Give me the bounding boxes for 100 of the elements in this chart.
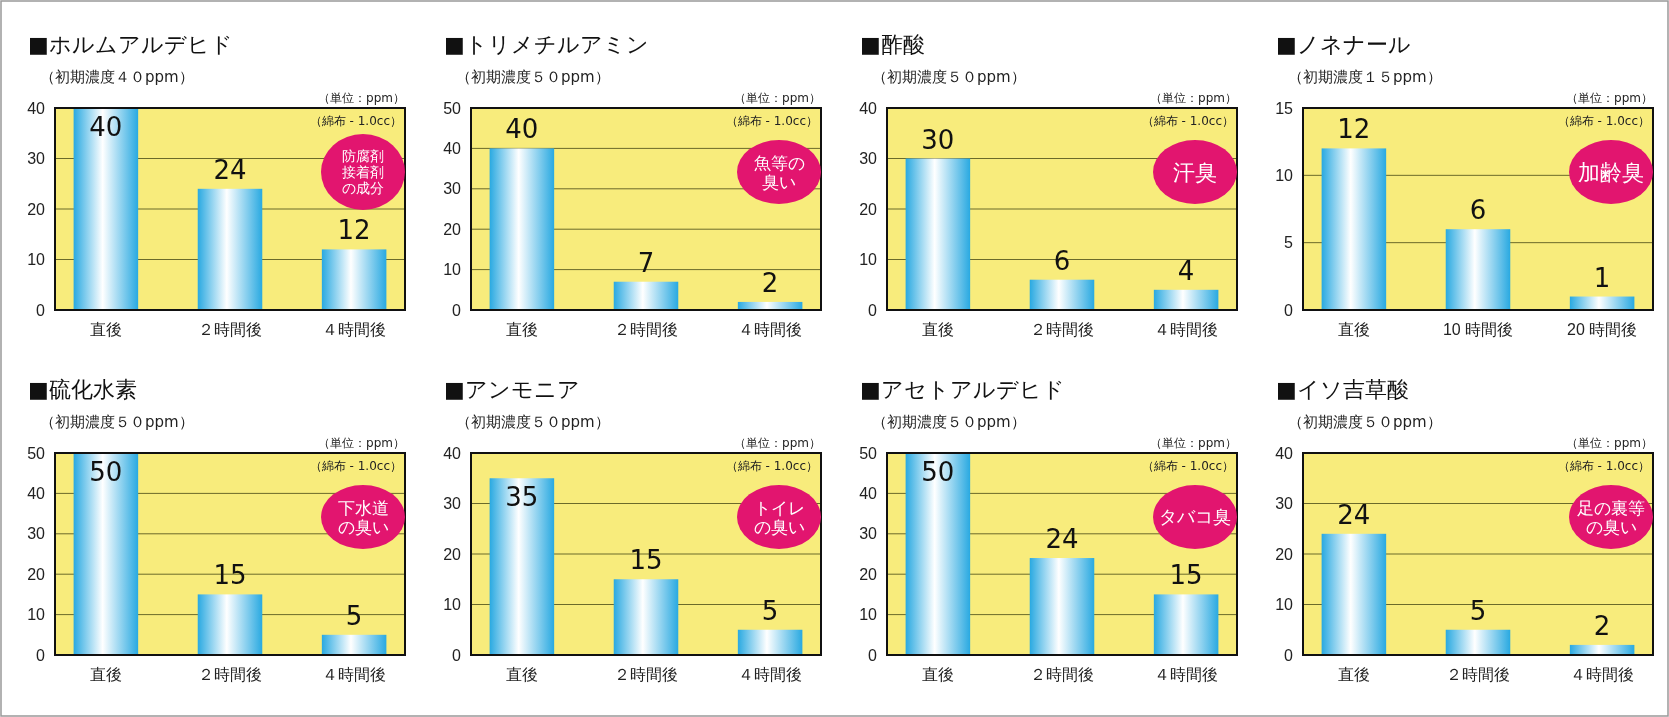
x-tick-label: 直後 <box>505 666 538 684</box>
x-tick-label: 20 時間後 <box>1566 321 1638 339</box>
x-tick-label: ４時間後 <box>322 666 387 684</box>
bar <box>905 453 971 655</box>
y-tick-label: 10 <box>1275 166 1294 184</box>
annotation: （綿布 - 1.0cc） <box>725 459 818 473</box>
y-tick-label: 20 <box>443 220 462 238</box>
data-label: 50 <box>921 457 955 487</box>
x-tick-label: ４時間後 <box>1154 321 1219 339</box>
y-tick-label: 15 <box>1275 99 1294 117</box>
y-tick-label: 30 <box>443 180 462 198</box>
y-tick-label: 10 <box>443 596 462 614</box>
x-tick-label: 直後 <box>1337 321 1370 339</box>
y-tick-label: 5 <box>1284 234 1294 252</box>
data-label: 40 <box>505 114 539 145</box>
annotation: 下水道の臭い <box>337 497 389 537</box>
data-label: 24 <box>213 154 247 185</box>
x-tick-label: ２時間後 <box>198 666 262 684</box>
y-tick-label: 0 <box>1284 646 1294 664</box>
bar <box>321 634 387 655</box>
annotation: 魚等の臭い <box>753 152 805 192</box>
x-tick-label: ４時間後 <box>738 321 803 339</box>
y-tick-label: 30 <box>27 525 46 543</box>
y-tick-label: 20 <box>1275 545 1294 563</box>
chart-subtitle: （初期濃度５０ppm） <box>872 413 1026 431</box>
annotation: （綿布 - 1.0cc） <box>725 114 818 128</box>
data-label: 12 <box>337 215 371 246</box>
y-tick-label: 10 <box>859 606 878 624</box>
y-tick-label: 50 <box>443 99 462 117</box>
annotation: 防腐剤接着剤の成分 <box>342 148 384 197</box>
x-tick-label: 直後 <box>89 666 122 684</box>
x-tick-label: ４時間後 <box>1570 666 1635 684</box>
text: （単位：ppm） <box>734 91 821 105</box>
data-label: 1 <box>1593 262 1611 293</box>
y-tick-label: 30 <box>859 150 878 168</box>
data-label: 15 <box>213 560 247 591</box>
chart-title: ■イソ吉草酸 <box>1276 377 1409 402</box>
chart-subtitle: （初期濃度１５ppm） <box>1288 68 1442 86</box>
y-tick-label: 20 <box>859 565 878 583</box>
y-tick-label: 50 <box>859 444 878 462</box>
x-tick-label: 直後 <box>921 321 954 339</box>
bar <box>73 453 139 655</box>
chart-title: ■トリメチルアミン <box>444 32 649 57</box>
bar <box>1153 289 1219 310</box>
y-tick-label: 30 <box>443 495 462 513</box>
y-tick-label: 30 <box>1275 495 1294 513</box>
annotation: （綿布 - 1.0cc） <box>1141 114 1234 128</box>
x-tick-label: 直後 <box>1337 666 1370 684</box>
data-label: 15 <box>1169 560 1203 591</box>
annotation: （綿布 - 1.0cc） <box>1141 459 1234 473</box>
x-tick-label: ４時間後 <box>322 321 387 339</box>
bar <box>613 281 679 310</box>
chart-title: ■ノネナール <box>1276 32 1411 57</box>
y-tick-label: 0 <box>868 646 878 664</box>
x-tick-label: ２時間後 <box>614 321 678 339</box>
chart-title: ■ホルムアルデヒド <box>28 32 233 57</box>
bar <box>489 478 555 655</box>
y-tick-label: 10 <box>443 261 462 279</box>
x-tick-label: ４時間後 <box>738 666 803 684</box>
x-tick-label: 10 時間後 <box>1442 321 1514 339</box>
data-label: 35 <box>505 482 539 513</box>
chart-subtitle: （初期濃度５０ppm） <box>1288 413 1442 431</box>
text: （単位：ppm） <box>1150 91 1237 105</box>
data-label: 12 <box>1337 114 1371 145</box>
bar <box>1029 279 1095 310</box>
bar <box>197 188 263 310</box>
chart-subtitle: （初期濃度５０ppm） <box>456 413 610 431</box>
text: （単位：ppm） <box>1150 436 1237 450</box>
y-tick-label: 20 <box>27 565 46 583</box>
bar <box>489 148 555 310</box>
bar <box>1029 558 1095 655</box>
y-tick-label: 20 <box>27 200 46 218</box>
y-tick-label: 0 <box>452 646 462 664</box>
bar <box>905 158 971 310</box>
y-tick-label: 0 <box>36 301 46 319</box>
data-label: 6 <box>1469 195 1487 226</box>
y-tick-label: 10 <box>1275 596 1294 614</box>
annotation: （綿布 - 1.0cc） <box>309 459 402 473</box>
annotation: （綿布 - 1.0cc） <box>309 114 402 128</box>
bar <box>1153 594 1219 655</box>
bar <box>1445 629 1511 655</box>
chart-title: ■アセトアルデヒド <box>860 377 1065 402</box>
y-tick-label: 0 <box>1284 301 1294 319</box>
chart-subtitle: （初期濃度５０ppm） <box>40 413 194 431</box>
y-tick-label: 40 <box>443 444 462 462</box>
annotation: 加齢臭 <box>1578 159 1644 185</box>
y-tick-label: 50 <box>27 444 46 462</box>
annotation: 足の裏等の臭い <box>1577 497 1645 537</box>
text: （単位：ppm） <box>1566 91 1653 105</box>
y-tick-label: 0 <box>452 301 462 319</box>
y-tick-label: 30 <box>27 150 46 168</box>
data-label: 2 <box>1593 610 1611 641</box>
data-label: 4 <box>1177 255 1195 286</box>
chart-subtitle: （初期濃度５０ppm） <box>872 68 1026 86</box>
y-tick-label: 40 <box>27 485 46 503</box>
x-tick-label: ２時間後 <box>1446 666 1510 684</box>
y-tick-label: 40 <box>27 99 46 117</box>
bar <box>321 249 387 310</box>
y-tick-label: 0 <box>868 301 878 319</box>
text: （単位：ppm） <box>734 436 821 450</box>
